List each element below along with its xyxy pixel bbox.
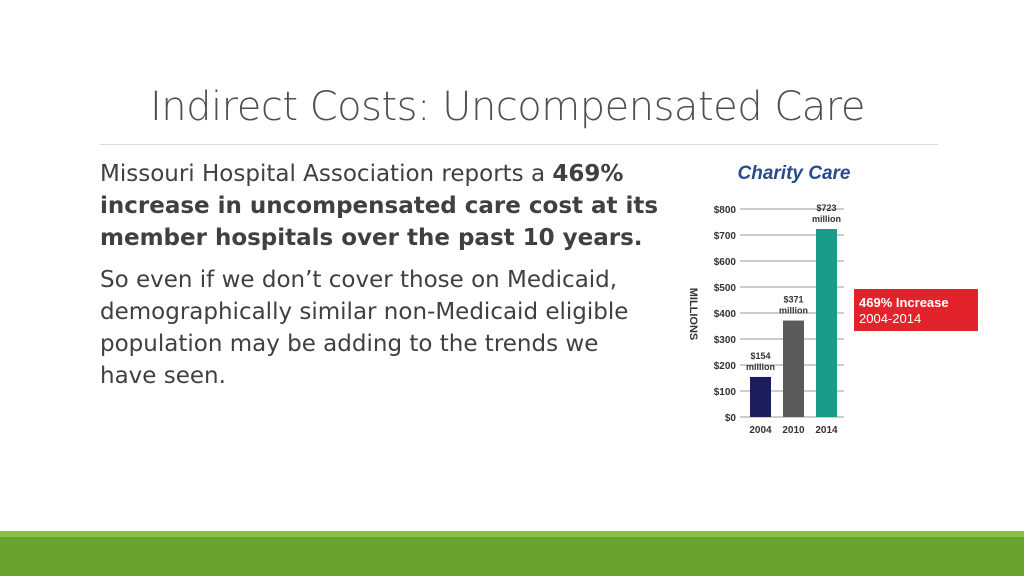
data-label-unit: million [746, 362, 775, 372]
bar-2014 [816, 229, 837, 417]
y-tick-label: $800 [714, 205, 737, 216]
paragraph-1: Missouri Hospital Association reports a … [100, 158, 660, 254]
y-tick-label: $200 [714, 361, 737, 372]
paragraph-2: So even if we don’t cover those on Medic… [100, 267, 629, 389]
callout-line-1: 469% Increase [859, 295, 949, 310]
callout-box [854, 289, 978, 331]
bar-2004 [750, 376, 771, 417]
y-tick-label: $600 [714, 257, 737, 268]
y-tick-label: $400 [714, 309, 737, 320]
y-tick-label: $700 [714, 231, 737, 242]
bar-2010 [783, 320, 804, 417]
charity-care-chart: Charity Care MILLIONS $0 $100 $200 $300 $400… [687, 163, 978, 436]
x-tick-label: 2014 [815, 425, 838, 436]
data-label-unit: million [812, 214, 841, 224]
data-label-amount: $371 [783, 295, 803, 305]
y-tick-label: $500 [714, 283, 737, 294]
data-label-amount: $723 [816, 203, 836, 213]
y-tick-label: $300 [714, 335, 737, 346]
footer-accent-line [0, 531, 1024, 537]
y-axis-label: MILLIONS [687, 288, 699, 341]
data-label-amount: $154 [750, 351, 770, 361]
paragraph-1-highlight: 469% increase in uncompensated care cost… [100, 161, 659, 251]
slide-body: Missouri Hospital Association reports a … [100, 158, 660, 402]
y-tick-label: $100 [714, 387, 737, 398]
slide-title: Indirect Costs: Uncompensated Care [150, 84, 865, 130]
chart-title: Charity Care [738, 163, 851, 184]
title-divider [100, 144, 938, 145]
data-label-unit: million [779, 306, 808, 316]
paragraph-1-intro: Missouri Hospital Association reports a [100, 161, 546, 187]
increase-callout: 469% Increase 2004-2014 [854, 289, 978, 331]
footer-band [0, 537, 1024, 576]
x-tick-label: 2004 [749, 425, 772, 436]
x-tick-label: 2010 [782, 425, 805, 436]
y-tick-label: $0 [725, 413, 737, 424]
callout-line-2: 2004-2014 [859, 311, 921, 326]
